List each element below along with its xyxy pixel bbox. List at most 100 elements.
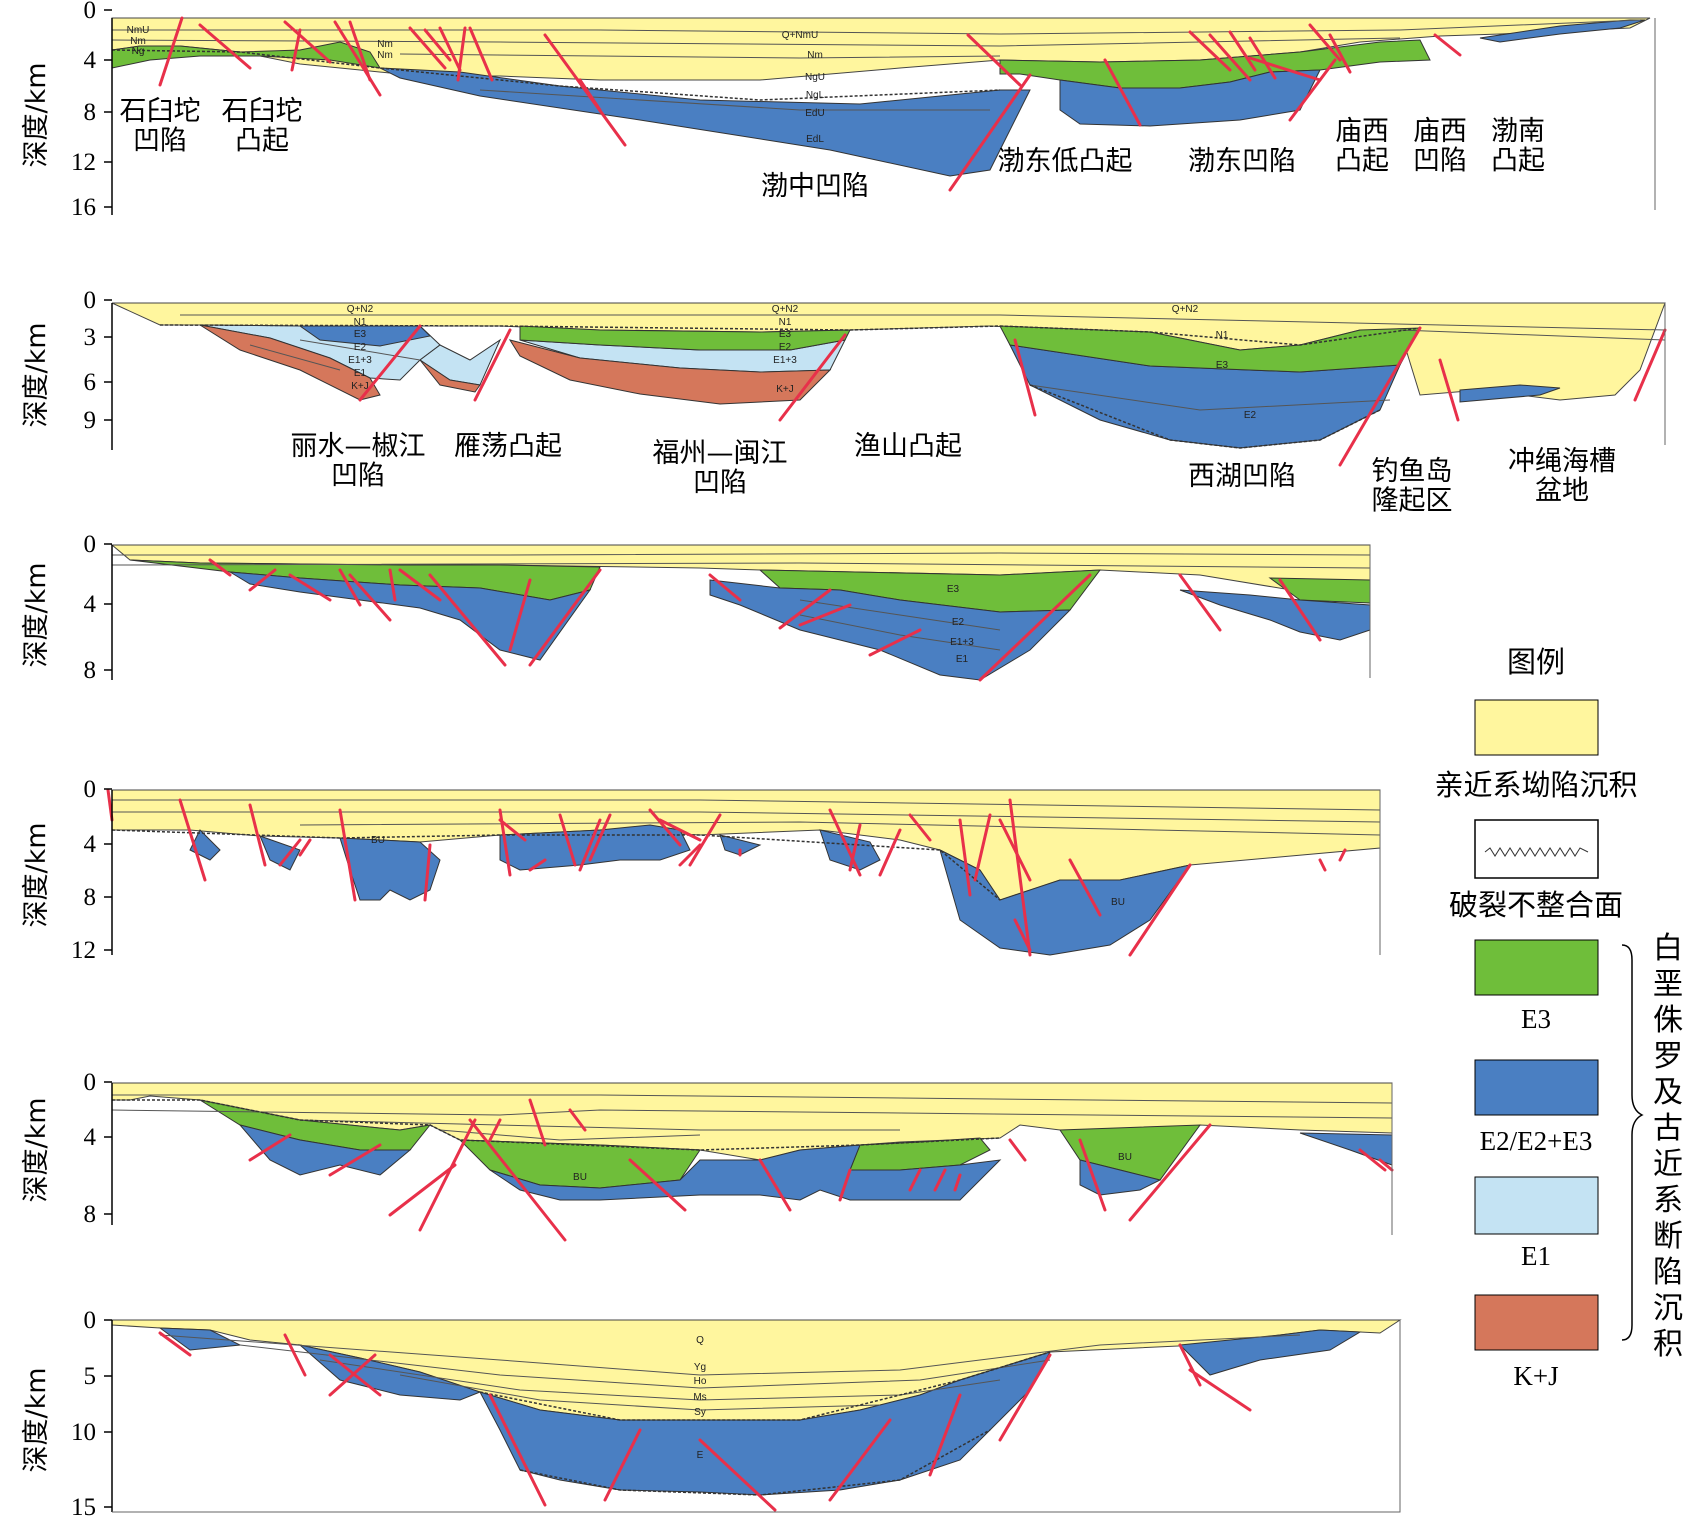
strata-label: Ms [693, 1392, 706, 1403]
strata-label: E1+3 [773, 355, 797, 366]
strata-label: E2 [1244, 410, 1257, 421]
legend-swatch-lightblue [1474, 1176, 1599, 1235]
legend-brace [1621, 944, 1644, 1341]
section-6 [111, 1319, 1402, 1513]
legend-zigzag [1484, 847, 1589, 857]
legend-swatches [1474, 699, 1644, 1351]
strata-label: E3 [354, 329, 367, 340]
strata-label: E2 [354, 342, 367, 353]
section-3 [110, 544, 1371, 682]
strata-label: E1+3 [348, 355, 372, 366]
legend-swatch-orange [1474, 1294, 1599, 1351]
region-label: 石臼坨凸起 [222, 96, 303, 157]
tick-label: 8 [84, 657, 97, 684]
tick-label: 0 [84, 776, 97, 803]
region-label: 福州—闽江凹陷 [653, 438, 788, 499]
y-axis-label: 深度/km [21, 822, 52, 927]
labels: 深度/km0481216NmUNmNgNmNmQ+NmUNmNgUNgLEdUE… [21, 0, 1683, 1521]
strata-label: BU [371, 835, 385, 846]
strata-label: EdL [806, 134, 824, 145]
strata-label: Q [696, 1335, 704, 1346]
strata-label: Q+N2 [347, 304, 374, 315]
y-axis-label: 深度/km [21, 562, 52, 667]
strata-label: E2 [952, 617, 965, 628]
strata-label: N1 [354, 317, 367, 328]
tick-label: 0 [84, 1069, 97, 1096]
strata-label: E3 [779, 329, 792, 340]
y-axis-label: 深度/km [21, 1367, 52, 1472]
y-axis-label: 深度/km [21, 62, 52, 167]
strata-label: E1 [956, 654, 969, 665]
strata-label: Nm [377, 50, 393, 61]
strata-label: Q+N2 [772, 304, 799, 315]
tick-label: 12 [71, 937, 96, 964]
strata-label: Q+N2 [1172, 304, 1199, 315]
tick-label: 15 [71, 1494, 96, 1521]
legend-swatch-yellow [1474, 699, 1599, 756]
region-label: 庙西凹陷 [1413, 116, 1467, 177]
tick-label: 4 [84, 831, 97, 858]
strata-label: Ho [694, 1376, 707, 1387]
strata-label: K+J [776, 384, 794, 395]
region-label: 渤东低凸起 [998, 146, 1133, 177]
legend-item-label: K+J [1513, 1361, 1558, 1391]
legend-brace-label: 白垩侏罗及古近系断陷沉积 [1653, 931, 1683, 1362]
tick-label: 12 [71, 149, 96, 176]
strata-label: BU [573, 1172, 587, 1183]
strata-label: Nm [807, 50, 823, 61]
region-label: 钓鱼岛隆起区 [1372, 456, 1453, 517]
strata-label: NmU [127, 25, 150, 36]
legend-swatch-unconformity [1474, 819, 1599, 879]
legend-item-label: E1 [1521, 1241, 1551, 1271]
strata-label: Ng [132, 46, 145, 57]
tick-label: 10 [71, 1419, 96, 1446]
region-label: 西湖凹陷 [1188, 461, 1296, 492]
strata-label: N1 [1216, 330, 1229, 341]
tick-label: 8 [84, 1201, 97, 1228]
tick-label: 16 [71, 194, 96, 221]
section-2 [111, 302, 1667, 467]
region-label: 渤南凸起 [1491, 116, 1545, 177]
strata-label: NgU [805, 72, 825, 83]
legend-swatch-green [1474, 939, 1599, 996]
region-label: 渔山凸起 [854, 431, 962, 462]
strata-label: N1 [779, 317, 792, 328]
strata-label: E3 [947, 584, 960, 595]
legend-item-label: E2/E2+E3 [1480, 1126, 1593, 1156]
y-axis-label: 深度/km [21, 322, 52, 427]
legend-item-label: 亲近系坳陷沉积 [1434, 768, 1637, 802]
legend-title: 图例 [1507, 645, 1565, 679]
legend-swatch-blue [1474, 1059, 1599, 1116]
tick-label: 8 [84, 99, 97, 126]
region-label: 渤东凹陷 [1188, 146, 1296, 177]
section-4 [106, 788, 1381, 957]
tick-label: 3 [84, 324, 97, 351]
strata-label: BU [1118, 1152, 1132, 1163]
strata-label: E1+3 [950, 637, 974, 648]
strata-label: E [697, 1450, 704, 1461]
tick-label: 6 [84, 369, 97, 396]
section-1 [111, 16, 1656, 215]
strata-label: NgL [806, 90, 825, 101]
y-axis-label: 深度/km [21, 1097, 52, 1202]
strata-label: E1 [354, 368, 367, 379]
region-label: 石臼坨凹陷 [120, 96, 201, 157]
region-label: 渤中凹陷 [761, 171, 869, 202]
tick-label: 0 [84, 0, 97, 24]
strata-label: Sy [694, 1407, 706, 1418]
strata-label: K+J [351, 381, 369, 392]
strata-label: Nm [130, 36, 146, 47]
region-label: 雁荡凸起 [454, 431, 562, 462]
tick-label: 0 [84, 287, 97, 314]
strata-label: E2 [779, 342, 792, 353]
legend-item-label: E3 [1521, 1004, 1551, 1034]
strata-label: Q+NmU [782, 30, 818, 41]
tick-label: 8 [84, 884, 97, 911]
strata-label: BU [1111, 897, 1125, 908]
section-5 [111, 1082, 1394, 1242]
strata-label: EdU [805, 108, 824, 119]
strata-label: E3 [1216, 360, 1229, 371]
tick-label: 0 [84, 531, 97, 558]
tick-label: 0 [84, 1307, 97, 1334]
